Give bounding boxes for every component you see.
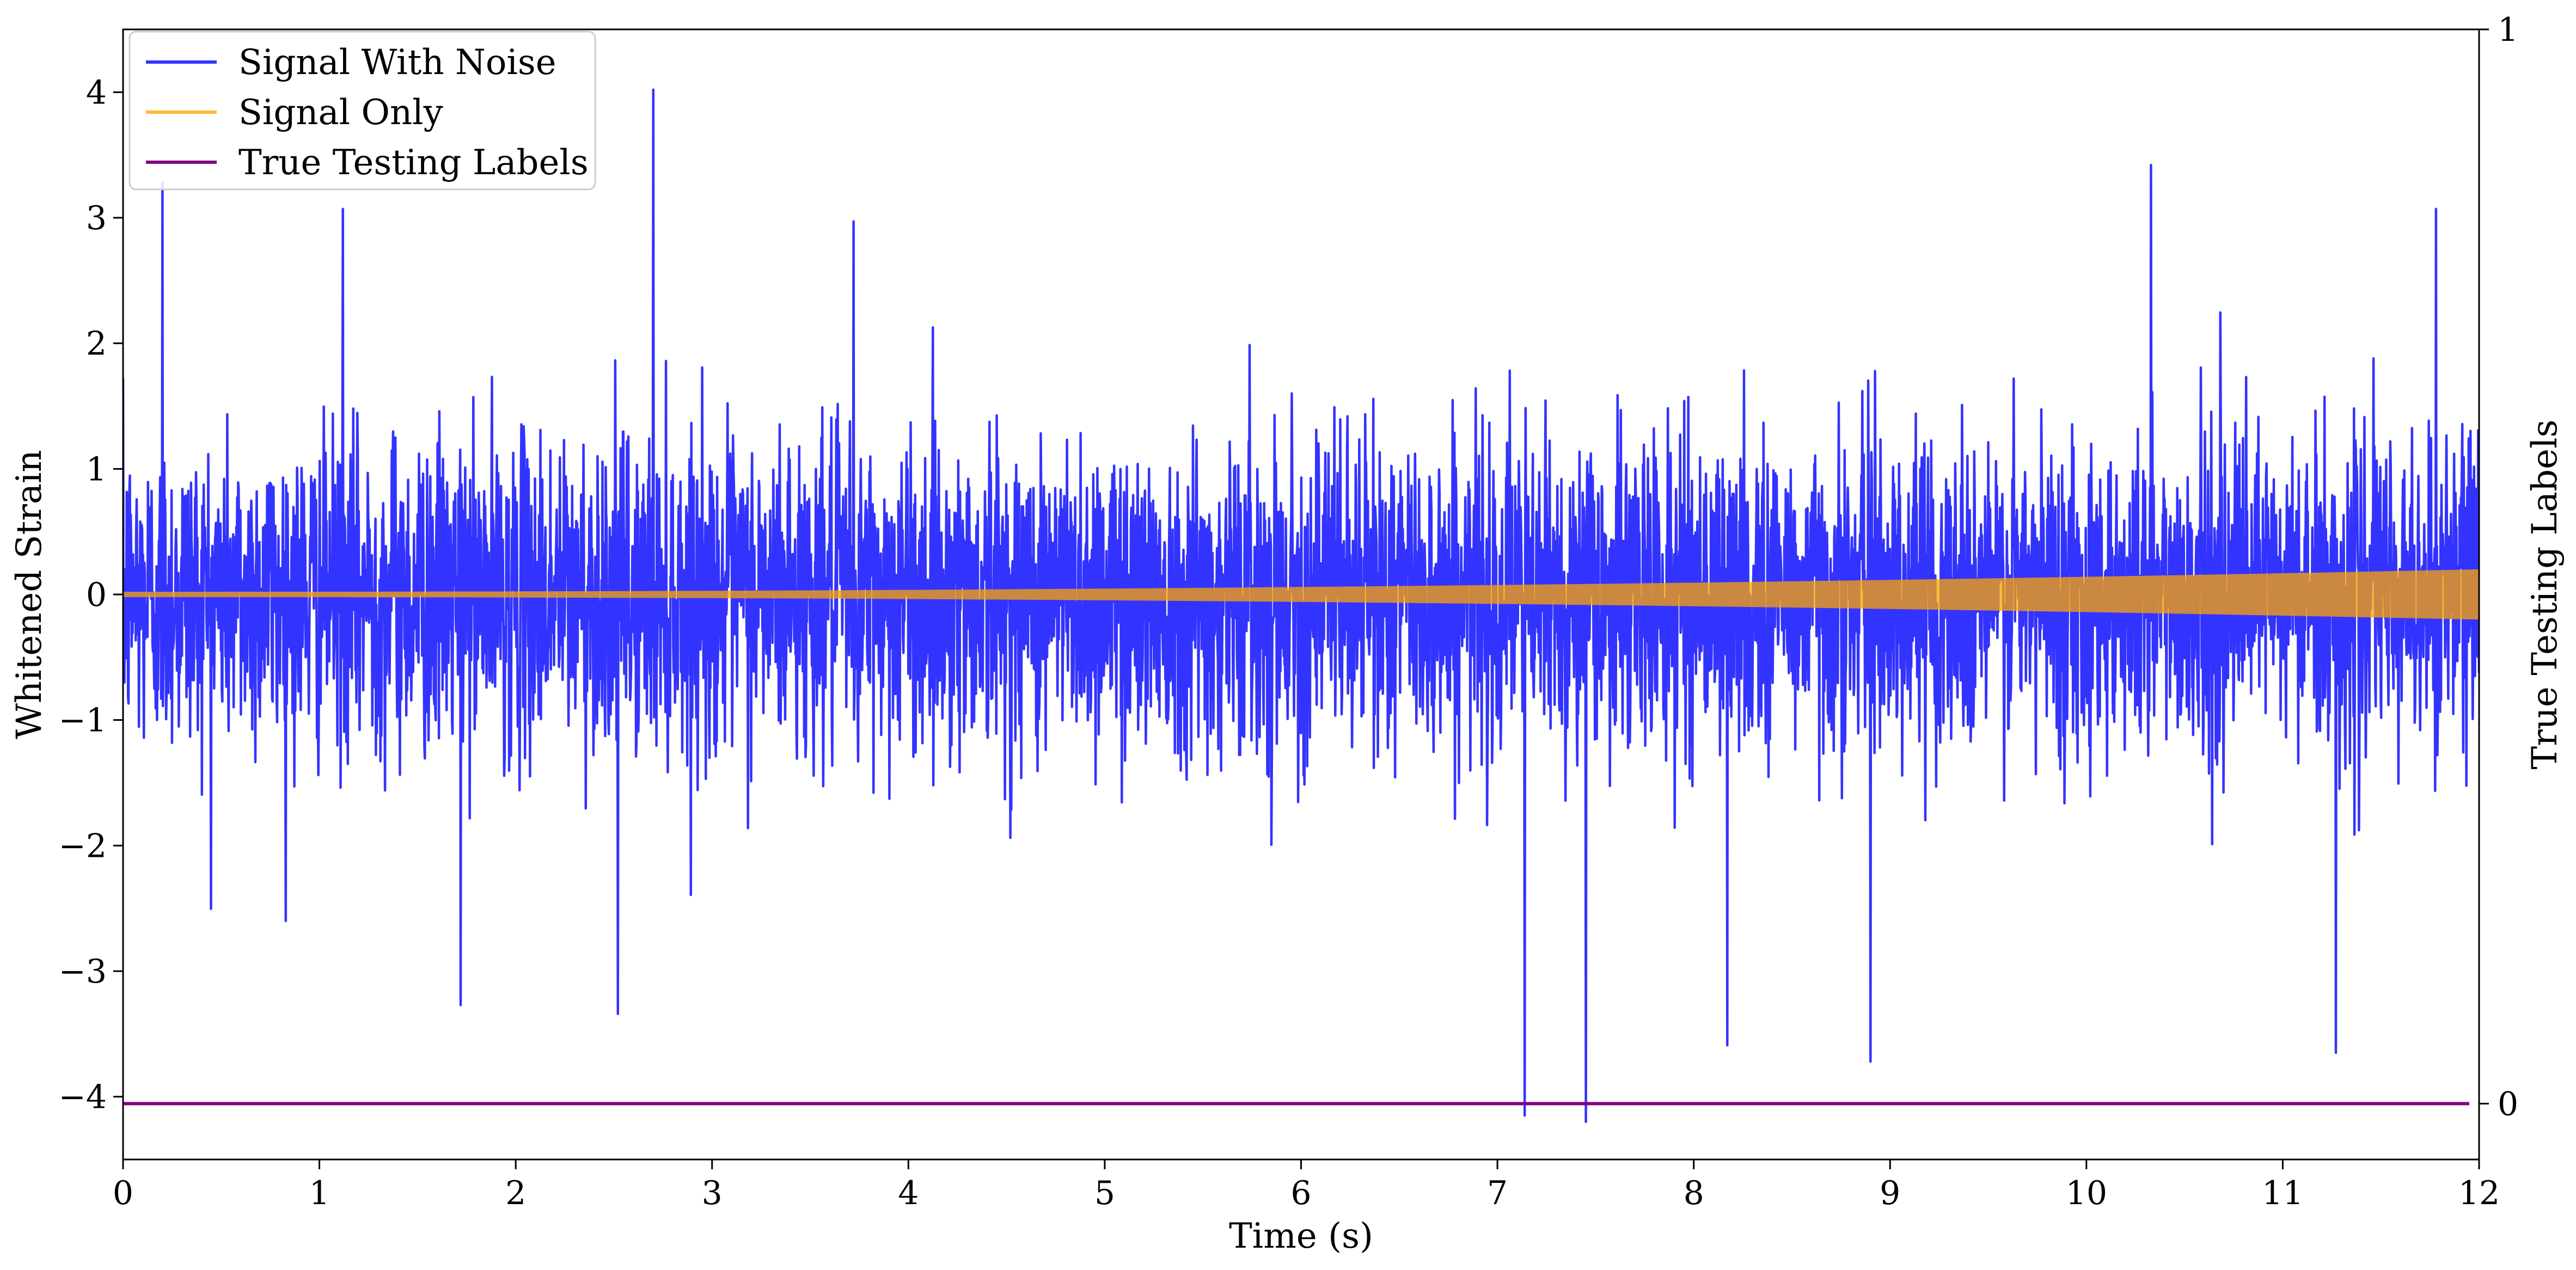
x-tick-label: 10 [2066,1174,2107,1212]
legend-entry-label: Signal With Noise [238,42,556,83]
x-tick-label: 7 [1487,1174,1508,1212]
legend-box [129,30,596,191]
legend: Signal With Noise Signal Only True Testing… [129,30,596,191]
x-tick-label: 2 [505,1174,526,1212]
y-tick-label: 0 [86,576,107,614]
x-tick-label: 6 [1290,1174,1311,1212]
series-signal-with-noise [123,88,2479,1124]
x-tick-label: 3 [702,1174,723,1212]
series-signal-only [123,569,2479,620]
y-tick-label: 3 [86,199,107,237]
y-tick-label: −1 [59,702,107,740]
x-tick-label: 4 [898,1174,919,1212]
x-axis-label: Time (s) [1229,1216,1373,1256]
y-tick-label: −3 [59,953,107,991]
x-tick-label: 9 [1880,1174,1900,1212]
legend-entry-label: True Testing Labels [238,143,589,183]
y-tick-label: 1 [86,450,107,488]
y2-tick-label: 0 [2498,1085,2518,1123]
x-tick-label: 1 [309,1174,329,1212]
y2-axis-label: True Testing Labels [2525,420,2565,770]
x-tick-label: 8 [1684,1174,1704,1212]
legend-entry-label: Signal Only [238,93,443,133]
y-tick-label: 4 [86,73,107,112]
y-tick-label: −2 [59,827,107,865]
x-tick-label: 12 [2458,1174,2500,1212]
x-tick-label: 5 [1094,1174,1115,1212]
y-tick-label: −4 [59,1078,107,1116]
x-tick-label: 11 [2262,1174,2303,1212]
y2-tick-label: 1 [2498,11,2518,49]
y-axis-label: Whitened Strain [9,450,50,739]
x-tick-label: 0 [113,1174,133,1212]
plot-area [123,88,2479,1124]
y-tick-label: 2 [86,325,107,363]
